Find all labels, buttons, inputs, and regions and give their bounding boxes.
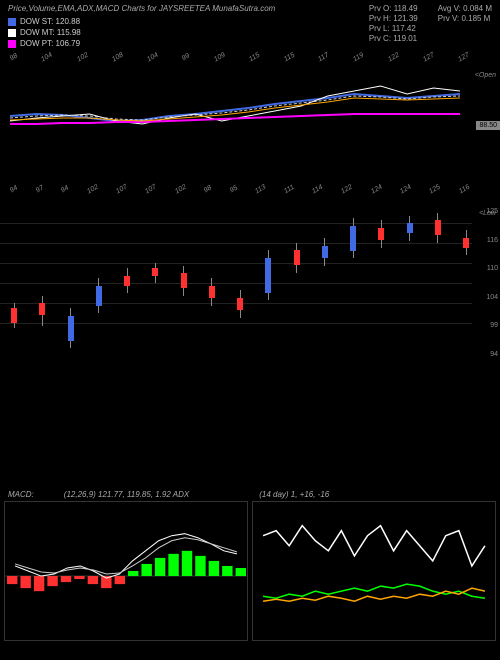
y-tick: 110 [473,265,498,272]
ema-x-axis: 98 104 102 108 104 99 109 115 115 117 119 122 127 127 [0,54,500,61]
indicator-row: DOW PT: 106.79 [8,39,369,48]
x-tick: 115 [283,52,296,64]
candle [151,208,159,358]
candle-body [124,276,130,286]
candle-body [435,220,441,235]
macd-label: MACD: [8,490,34,499]
ema-chart: 88.50 [0,66,500,186]
candle [180,208,188,358]
candle [406,208,414,358]
x-tick: 104 [40,52,54,64]
color-box [8,29,16,37]
candle [10,208,18,358]
price-marker: 88.50 [476,121,500,130]
indicator-label: DOW PT: 106.79 [20,39,80,48]
candle [123,208,131,358]
indicator-row: DOW ST: 120.88 [8,17,369,26]
chart-title: Price,Volume,EMA,ADX,MACD Charts for JAY… [8,4,369,13]
x-tick: 108 [111,52,125,64]
x-tick: 98 [9,53,19,63]
candle-body [350,226,356,251]
candle-body [209,286,215,298]
indicator-label: DOW MT: 115.98 [20,28,81,37]
color-box [8,18,16,26]
x-tick: 109 [213,52,227,64]
candle-chart: 125 116 110 104 99 94 [0,208,500,358]
x-tick: 99 [181,53,191,63]
stat-row: Prv L: 117.42 [369,24,418,33]
y-tick: 94 [473,351,498,358]
candle-body [68,316,74,341]
x-tick: 98 [203,185,213,195]
y-tick: 116 [473,237,498,244]
candle-body [407,223,413,233]
candle [321,208,329,358]
y-tick: 99 [473,322,498,329]
x-tick: 127 [422,52,436,64]
x-tick: 94 [60,185,70,195]
macd-params: (12,26,9) 121.77, 119.85, 1.92 ADX [64,490,189,499]
candle [349,208,357,358]
header: Price,Volume,EMA,ADX,MACD Charts for JAY… [0,0,500,54]
color-box [8,40,16,48]
ema-lines [0,66,470,186]
stat-row: Prv O: 118.49 [369,4,418,13]
candle-body [39,303,45,315]
candle [264,208,272,358]
adx-panel [252,501,496,641]
y-tick: 104 [473,294,498,301]
stat-row: Prv H: 121.39 [369,14,418,23]
candle-y-labels: 125 116 110 104 99 94 [473,208,498,358]
adx-chart [253,502,495,640]
candle-body [322,246,328,258]
candle-body [11,308,17,323]
x-tick: 122 [387,52,401,64]
candle-body [294,250,300,265]
indicators-list: DOW ST: 120.88 DOW MT: 115.98 DOW PT: 106.… [8,17,369,48]
stats-ohlc: Prv O: 118.49Prv H: 121.39Prv L: 117.42P… [369,4,418,50]
candle-body [237,298,243,310]
candle [95,208,103,358]
candle [236,208,244,358]
candle-body [463,238,469,248]
indicator-label: DOW ST: 120.88 [20,17,80,26]
x-tick: 104 [146,52,160,64]
candle-body [181,273,187,288]
x-tick: 127 [457,52,471,64]
candle [38,208,46,358]
macd-chart [5,502,247,640]
bottom-panels [0,501,500,641]
macd-panel [4,501,248,641]
candle-body [96,286,102,306]
candle [293,208,301,358]
candle [434,208,442,358]
x-tick: 97 [34,185,44,195]
stat-row: Avg V: 0.084 M [438,4,492,13]
candle-body [265,258,271,293]
candle [67,208,75,358]
y-tick: 125 [473,208,498,215]
stat-row: Prv C: 119.01 [369,34,418,43]
adx-params: (14 day) 1, +16, -16 [259,490,329,499]
x-tick: 117 [317,52,330,64]
x-tick: 115 [248,52,261,64]
candle [462,208,470,358]
stat-row: Prv V: 0.185 M [438,14,492,23]
x-tick: 119 [352,52,365,64]
x-tick: 95 [228,185,238,195]
candle [208,208,216,358]
candle-body [378,228,384,240]
x-tick: 102 [76,52,90,64]
candles-container [10,208,470,358]
stats-volume: Avg V: 0.084 MPrv V: 0.185 M [438,4,492,50]
x-tick: 94 [9,185,19,195]
candle-body [152,268,158,276]
indicator-row: DOW MT: 115.98 [8,28,369,37]
candle [377,208,385,358]
bottom-labels: MACD: (12,26,9) 121.77, 119.85, 1.92 ADX… [0,488,500,501]
candle-x-axis: 9497941021071071029895113111114122124124… [0,186,500,193]
